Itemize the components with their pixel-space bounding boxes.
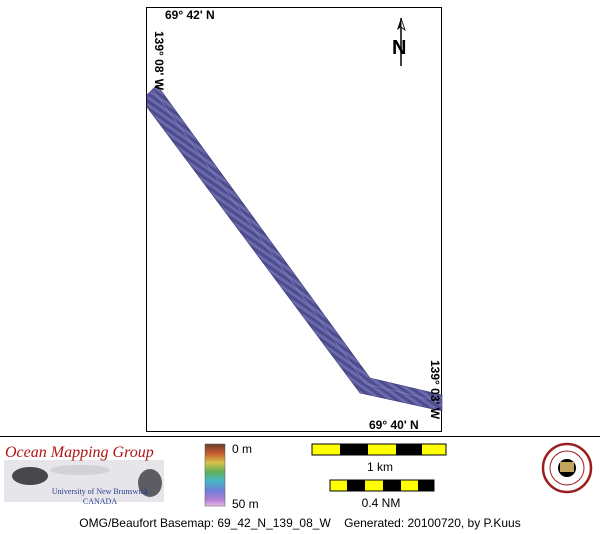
survey-swath <box>146 84 443 412</box>
logo-subtitle: University of New Brunswick CANADA <box>40 487 160 507</box>
omg-logo-image <box>4 460 164 502</box>
depth-min-label: 0 m <box>232 442 253 456</box>
depth-color-bar <box>205 444 225 506</box>
unb-seal-icon <box>541 442 593 494</box>
latitude-top-label: 69° 42' N <box>165 8 215 22</box>
map-caption: OMG/Beaufort Basemap: 69_42_N_139_08_W G… <box>79 516 521 530</box>
latitude-bottom-label: 69° 40' N <box>369 418 419 432</box>
map-frame <box>146 7 442 432</box>
scale-bar-km <box>311 443 447 456</box>
north-label: N <box>392 37 407 59</box>
logo-country: CANADA <box>82 497 118 506</box>
scale-nm-label: 0.4 NM <box>361 496 401 510</box>
logo-title: Ocean Mapping Group <box>5 444 154 461</box>
scale-bar-nm <box>329 479 435 492</box>
north-arrow-icon <box>397 17 406 66</box>
longitude-right-label: 139° 03' W <box>428 360 442 420</box>
depth-max-label: 50 m <box>232 497 259 511</box>
footer-divider <box>0 436 600 437</box>
scale-km-label: 1 km <box>366 460 393 474</box>
longitude-left-label: 139° 08' W <box>152 31 166 91</box>
logo-university: University of New Brunswick <box>51 487 149 496</box>
